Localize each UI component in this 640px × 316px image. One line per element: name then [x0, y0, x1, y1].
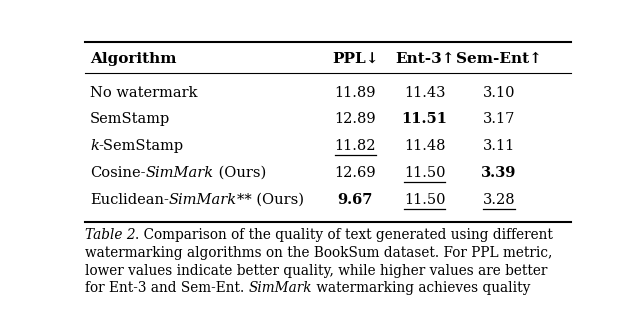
Text: (Ours): (Ours) [214, 166, 266, 180]
Text: SimMark: SimMark [145, 166, 214, 180]
Text: 3.39: 3.39 [481, 166, 517, 180]
Text: 3.17: 3.17 [483, 112, 515, 126]
Text: 12.69: 12.69 [335, 166, 376, 180]
Text: SimMark: SimMark [169, 193, 237, 207]
Text: 11.50: 11.50 [404, 193, 445, 207]
Text: 12.89: 12.89 [335, 112, 376, 126]
Text: 11.82: 11.82 [335, 139, 376, 153]
Text: 3.10: 3.10 [483, 86, 515, 100]
Text: SemStamp: SemStamp [90, 112, 170, 126]
Text: lower values indicate better quality, while higher values are better: lower values indicate better quality, wh… [85, 264, 547, 277]
Text: 9.67: 9.67 [337, 193, 373, 207]
Text: Algorithm: Algorithm [90, 52, 177, 66]
Text: Cosine-: Cosine- [90, 166, 145, 180]
Text: No watermark: No watermark [90, 86, 197, 100]
Text: 11.48: 11.48 [404, 139, 445, 153]
Text: SimMark: SimMark [248, 281, 312, 295]
Text: for Ent-3 and Sem-Ent.: for Ent-3 and Sem-Ent. [85, 281, 248, 295]
Text: 3.11: 3.11 [483, 139, 515, 153]
Text: k: k [90, 139, 99, 153]
Text: watermarking algorithms on the BookSum dataset. For PPL metric,: watermarking algorithms on the BookSum d… [85, 246, 552, 260]
Text: 11.50: 11.50 [404, 166, 445, 180]
Text: 3.28: 3.28 [483, 193, 515, 207]
Text: 11.43: 11.43 [404, 86, 445, 100]
Text: . Comparison of the quality of text generated using different: . Comparison of the quality of text gene… [136, 228, 554, 242]
Text: -SemStamp: -SemStamp [99, 139, 184, 153]
Text: PPL↓: PPL↓ [332, 52, 378, 66]
Text: Table 2: Table 2 [85, 228, 136, 242]
Text: 11.89: 11.89 [335, 86, 376, 100]
Text: Euclidean-: Euclidean- [90, 193, 169, 207]
Text: Ent-3↑: Ent-3↑ [395, 52, 454, 66]
Text: Sem-Ent↑: Sem-Ent↑ [456, 52, 542, 66]
Text: ** (Ours): ** (Ours) [237, 193, 304, 207]
Text: watermarking achieves quality: watermarking achieves quality [312, 281, 531, 295]
Text: 11.51: 11.51 [402, 112, 448, 126]
